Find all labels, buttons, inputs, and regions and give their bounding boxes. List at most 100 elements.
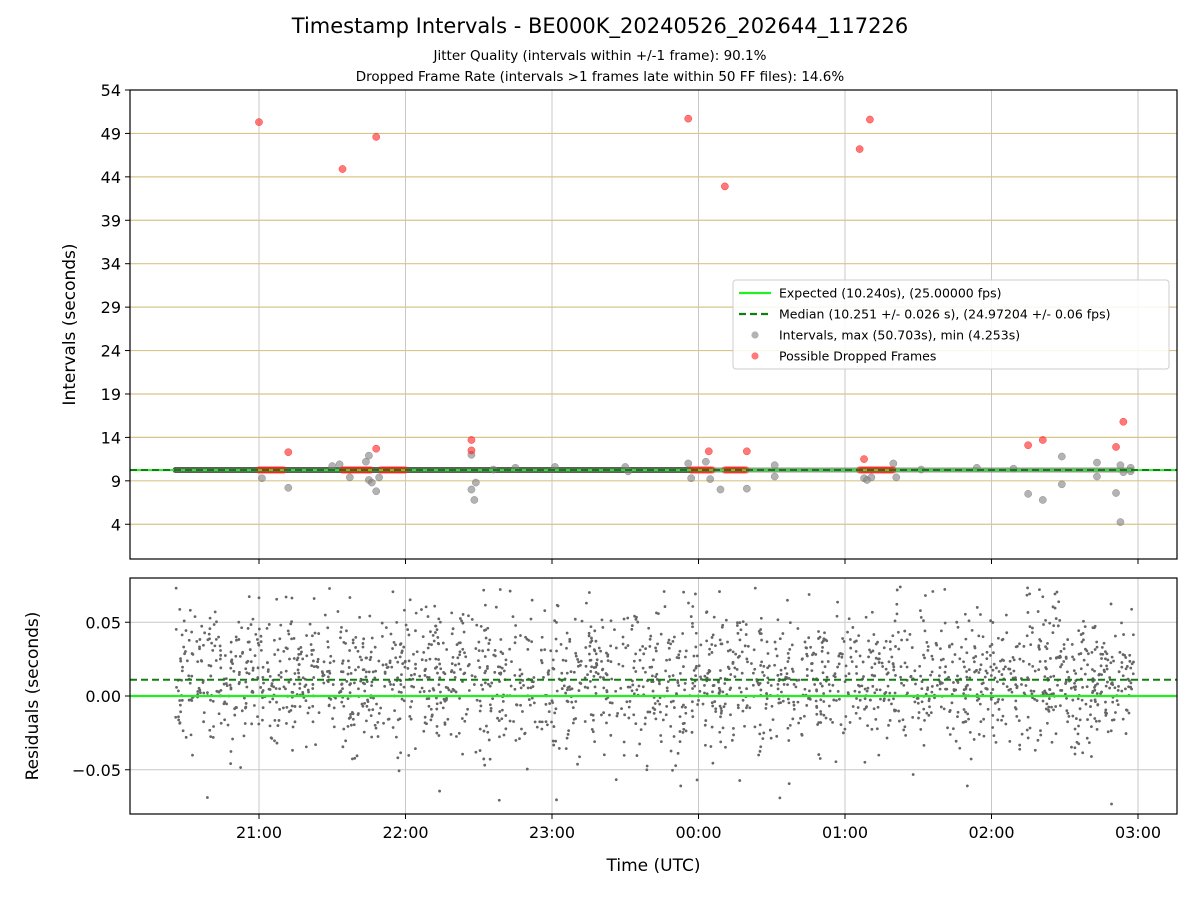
residual-point: [710, 636, 714, 639]
residual-point: [369, 650, 373, 654]
residual-point: [348, 596, 352, 599]
residual-point: [669, 724, 673, 728]
residual-point: [202, 720, 206, 724]
residual-point: [530, 640, 534, 643]
residual-point: [867, 655, 870, 659]
residual-point: [578, 755, 581, 759]
residual-point: [559, 643, 563, 646]
residual-point: [621, 642, 625, 646]
residual-point: [739, 690, 743, 694]
residual-point: [866, 686, 870, 690]
residual-point: [360, 702, 364, 706]
top-y-tick-label: 4: [111, 515, 121, 534]
residual-point: [903, 629, 907, 633]
residual-point: [287, 680, 291, 684]
residual-point: [180, 698, 184, 702]
residual-point: [574, 654, 578, 658]
residual-point: [455, 643, 459, 647]
residual-point: [736, 703, 740, 707]
residual-point: [1106, 658, 1110, 662]
residual-point: [892, 668, 896, 672]
residual-point: [174, 715, 178, 719]
residual-point: [1124, 732, 1128, 735]
residual-point: [254, 633, 258, 636]
residual-point: [844, 674, 848, 678]
residual-point: [547, 710, 551, 714]
residual-point: [888, 691, 892, 695]
residual-point: [288, 657, 291, 661]
residual-point: [336, 610, 340, 613]
residual-point: [924, 594, 927, 597]
residual-point: [576, 762, 579, 766]
residual-point: [341, 661, 344, 665]
residual-point: [718, 590, 721, 593]
residual-point: [691, 687, 694, 690]
residual-point: [427, 642, 431, 646]
residual-point: [717, 691, 721, 695]
residual-point: [400, 673, 403, 677]
residual-point: [532, 680, 535, 684]
residual-point: [198, 645, 201, 649]
residual-point: [896, 630, 900, 634]
residual-point: [890, 702, 893, 706]
residual-point: [349, 682, 352, 686]
residual-point: [753, 667, 757, 671]
residual-point: [918, 664, 922, 668]
residual-point: [839, 651, 842, 655]
residual-point: [902, 728, 906, 732]
residual-point: [565, 646, 568, 650]
chart-title: Timestamp Intervals - BE000K_20240526_20…: [291, 14, 909, 38]
residual-point: [1105, 664, 1108, 668]
residual-point: [841, 637, 845, 640]
residual-point: [738, 654, 741, 658]
residual-point: [1100, 673, 1103, 677]
residual-point: [731, 660, 735, 664]
residual-point: [565, 671, 569, 675]
residual-point: [390, 665, 394, 669]
residual-point: [659, 710, 662, 714]
residual-point: [782, 683, 786, 686]
residual-point: [282, 650, 286, 653]
residual-point: [467, 663, 471, 666]
residual-point: [436, 671, 439, 675]
residual-point: [654, 649, 658, 653]
residual-point: [1129, 666, 1133, 670]
residual-point: [626, 685, 630, 689]
residual-point: [1039, 733, 1043, 737]
residual-point: [182, 619, 186, 623]
residual-point: [664, 713, 668, 717]
residual-point: [374, 669, 378, 673]
residual-point: [349, 671, 353, 675]
residual-point: [614, 689, 618, 693]
residual-point: [719, 706, 723, 710]
residual-point: [493, 649, 497, 652]
residual-point: [644, 716, 647, 720]
residual-point: [659, 632, 663, 636]
residual-point: [630, 627, 634, 631]
residual-point: [652, 658, 655, 662]
residual-point: [920, 687, 924, 691]
dropped-frame-point: [684, 114, 693, 123]
residual-point: [290, 704, 294, 708]
residual-point: [768, 728, 772, 732]
residual-point: [312, 676, 316, 679]
residual-point: [781, 699, 785, 703]
residual-point: [968, 730, 972, 734]
residual-point: [580, 619, 584, 623]
residual-point: [397, 769, 401, 773]
residual-point: [911, 716, 915, 719]
top-y-tick-label: 24: [101, 342, 121, 361]
residual-point: [877, 661, 881, 664]
residual-point: [893, 619, 897, 623]
residual-point: [817, 721, 821, 724]
residual-point: [543, 648, 547, 652]
residual-point: [455, 735, 458, 738]
residual-point: [462, 630, 466, 634]
residual-point: [1062, 643, 1066, 646]
residual-point: [225, 684, 229, 688]
residual-point: [391, 647, 394, 650]
residual-point: [457, 662, 461, 666]
residual-point: [856, 706, 860, 709]
residual-point: [1071, 655, 1074, 659]
residual-point: [566, 688, 569, 692]
